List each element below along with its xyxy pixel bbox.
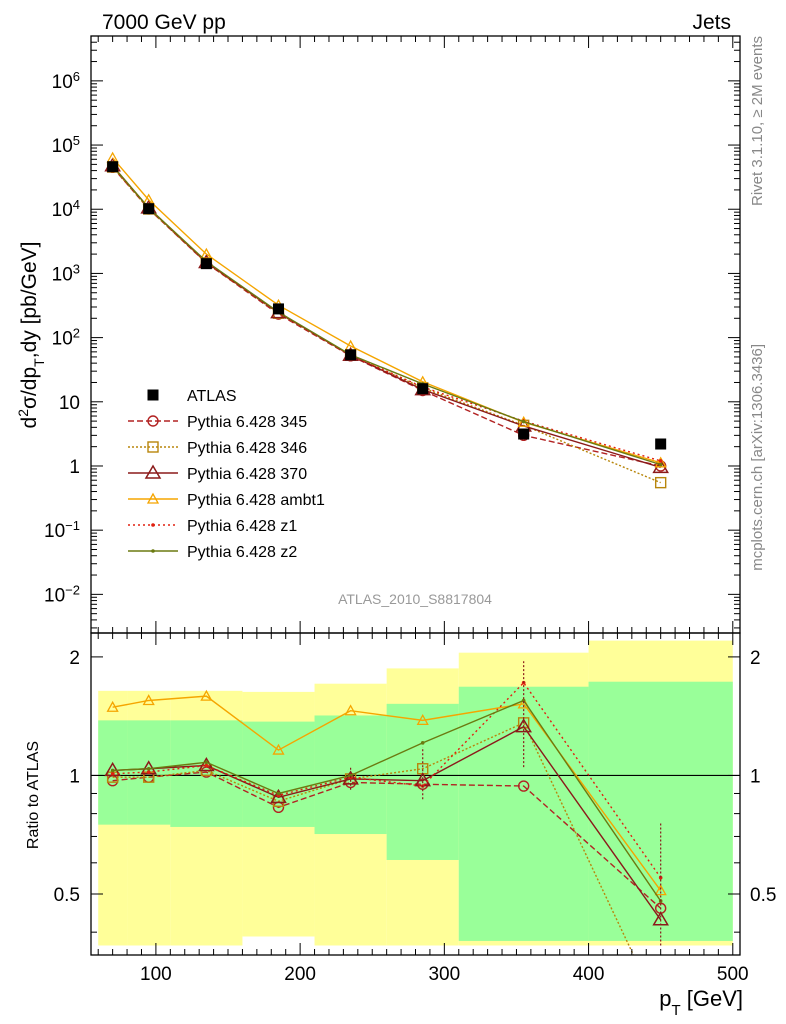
header-left: 7000 GeV pp — [102, 11, 226, 34]
atlas-data-point — [417, 383, 429, 395]
ratio-point-z1 — [110, 771, 115, 776]
y-tick-label: 1 — [69, 457, 80, 478]
legend-label: ATLAS — [187, 388, 237, 405]
ratio-line-z1 — [112, 681, 662, 879]
x-tick-label: 400 — [573, 964, 605, 985]
legend-label: Pythia 6.428 370 — [187, 466, 307, 483]
atlas-data-point — [143, 203, 155, 215]
ratio-point-z2 — [521, 698, 526, 703]
atlas-data-point — [272, 303, 284, 315]
axis-ticks: 100 200 300 400 50010−210−111010210310410510… — [44, 35, 776, 985]
legend-marker — [147, 389, 159, 401]
point-ambt1 — [654, 456, 667, 468]
ratio-line-ambt1 — [112, 695, 662, 892]
ratio-point-ambt1 — [416, 714, 429, 726]
ratio-point-z2 — [420, 741, 425, 745]
legend-marker — [151, 523, 155, 527]
y-tick-label: 10−2 — [44, 582, 80, 607]
band-inner-bin — [242, 721, 315, 827]
ratio-y-tick-label: 0.5 — [54, 885, 80, 906]
analysis-label: ATLAS_2010_S8817804 — [338, 591, 492, 607]
band-inner-bin — [458, 686, 589, 941]
legend-label: Pythia 6.428 ambt1 — [187, 492, 325, 509]
legend-marker — [144, 464, 162, 479]
y-tick-label: 102 — [52, 325, 80, 350]
ratio-point-ambt1 — [200, 689, 213, 701]
ratio-line-z2 — [112, 699, 662, 902]
point-p346 — [654, 476, 667, 489]
ratio-point-z1 — [204, 763, 209, 768]
legend-entry-p346: Pythia 6.428 346 — [128, 440, 307, 457]
ratio-y-label: Ratio to ATLAS — [25, 741, 42, 849]
ratio-point-z1 — [146, 770, 151, 774]
atlas-data-point — [655, 438, 667, 450]
ratio-point-ambt1 — [142, 694, 155, 706]
ratio-point-z2 — [204, 760, 209, 765]
ratio-y-tick-label: 1 — [69, 766, 80, 787]
atlas-data-point — [200, 258, 212, 270]
series-line-p346 — [112, 166, 661, 484]
legend: ATLAS Pythia 6.428 345 Pythia 6.428 346 Pyt… — [128, 388, 325, 561]
legend-entry-p345: Pythia 6.428 345 — [128, 414, 307, 431]
legend-marker — [147, 415, 159, 427]
ratio-point-p370 — [270, 788, 287, 804]
ratio-y-tick-label-right: 0.5 — [750, 885, 776, 906]
ratio-panel-series — [104, 661, 669, 955]
ratio-y-tick-label: 2 — [69, 648, 80, 669]
x-tick-label: 200 — [284, 964, 316, 985]
x-axis-label: pT [GeV] — [659, 986, 743, 1019]
y-tick-label: 106 — [52, 68, 80, 93]
atlas-data-point — [345, 349, 357, 361]
point-z2 — [521, 419, 526, 424]
x-tick-label: 500 — [717, 964, 749, 985]
header-right: Jets — [692, 11, 731, 34]
legend-entry-p370: Pythia 6.428 370 — [128, 464, 307, 483]
y-tick-label: 104 — [52, 197, 80, 222]
legend-entry-z1: Pythia 6.428 z1 — [128, 518, 297, 535]
x-tick-label: 100 — [140, 964, 172, 985]
legend-label: Pythia 6.428 345 — [187, 414, 307, 431]
y-tick-label: 10−1 — [44, 518, 80, 543]
ratio-point-z2 — [110, 768, 115, 773]
y-tick-label: 10 — [59, 393, 80, 414]
ratio-point-z2 — [146, 766, 151, 771]
ratio-point-ambt1 — [106, 700, 119, 712]
legend-entry-atlas: ATLAS — [147, 388, 237, 405]
band-inner-bin — [588, 681, 733, 941]
legend-marker — [146, 492, 160, 504]
legend-label: Pythia 6.428 z1 — [187, 518, 297, 535]
legend-entry-z2: Pythia 6.428 z2 — [128, 544, 297, 561]
main-y-label: d2σ/dpT,dy [pb/GeV] — [15, 242, 47, 429]
y-tick-label: 103 — [52, 261, 80, 286]
legend-entry-ambt1: Pythia 6.428 ambt1 — [128, 492, 325, 509]
point-z1 — [658, 459, 663, 463]
series-line-z2 — [112, 165, 661, 466]
legend-marker — [151, 549, 155, 553]
legend-label: Pythia 6.428 z2 — [187, 544, 297, 561]
main-panel-series — [104, 151, 669, 489]
x-tick-label: 300 — [428, 964, 460, 985]
ratio-y-tick-label-right: 1 — [750, 766, 761, 787]
legend-label: Pythia 6.428 346 — [187, 440, 307, 457]
ratio-point-p370 — [515, 718, 532, 733]
ratio-point-ambt1 — [272, 743, 285, 755]
ratio-line-p346 — [112, 721, 635, 955]
y-tick-label: 105 — [52, 133, 80, 158]
uncertainty-bands — [91, 640, 740, 946]
point-ambt1 — [200, 247, 213, 259]
ratio-point-z2 — [348, 773, 353, 778]
ratio-y-tick-label-right: 2 — [750, 648, 761, 669]
legend-marker — [147, 441, 159, 453]
ratio-point-ambt1 — [654, 884, 667, 896]
ratio-point-ambt1 — [344, 704, 357, 716]
ratio-point-z1 — [658, 875, 663, 880]
ratio-point-z2 — [276, 791, 281, 796]
point-z2 — [658, 462, 663, 467]
ratio-point-p345 — [517, 780, 530, 792]
mcplots-label: mcplots.cern.ch [arXiv:1306.3436] — [749, 344, 766, 571]
atlas-data-point — [107, 161, 119, 173]
rivet-label: Rivet 3.1.10, ≥ 2M events — [749, 36, 766, 206]
atlas-data-point — [518, 428, 530, 440]
